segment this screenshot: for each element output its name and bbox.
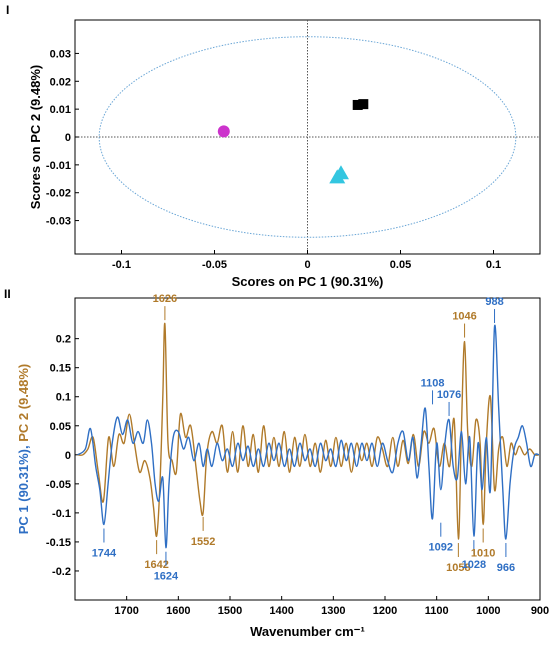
score-points [217, 99, 369, 184]
score-plot-reference-lines [75, 20, 540, 254]
y-axis-label-part: PC 2 (9.48%) [16, 364, 31, 442]
y-tick-label: 0.05 [50, 421, 71, 433]
peak-label: 1552 [191, 536, 215, 548]
y-tick-label: -0.02 [46, 188, 71, 200]
peak-label: 1744 [92, 548, 117, 560]
score-point-square [352, 99, 363, 110]
x-tick-label: 1600 [166, 605, 190, 617]
y-tick-label: 0.15 [50, 363, 71, 375]
x-tick-label: 0 [304, 259, 310, 271]
x-tick-label: 1300 [321, 605, 345, 617]
loadings-plot: 1700 1600 1500 1400 1300 1200 1100 1000 900 0.2 0.… [16, 293, 549, 639]
series-line-pc1 [77, 324, 540, 549]
score-plot-ticks: -0.1 -0.05 0 0.05 0.1 0.03 0.02 0.01 0 -0.01 -0.02… [46, 48, 501, 271]
peak-label: 1092 [429, 542, 453, 554]
panel-label-ii: II [4, 287, 11, 301]
x-tick-label: -0.05 [202, 259, 227, 271]
peak-label: 1624 [154, 571, 179, 583]
peak-label: 1046 [452, 311, 476, 323]
confidence-ellipse [98, 36, 517, 238]
score-point-triangle [329, 169, 346, 184]
y-tick-label: -0.1 [52, 508, 71, 520]
x-tick-label: 1200 [373, 605, 397, 617]
loadings-plot-frame [74, 297, 541, 601]
confidence-ellipse-outline [98, 36, 517, 238]
y-tick-label: 0 [65, 132, 71, 144]
y-tick-label: 0.2 [56, 334, 71, 346]
y-tick-label: -0.05 [46, 479, 71, 491]
x-tick-label: 1500 [218, 605, 242, 617]
x-tick-label: 1000 [476, 605, 500, 617]
peak-label: 1108 [421, 377, 445, 389]
peak-label: 1076 [437, 389, 461, 401]
y-tick-label: -0.2 [52, 566, 71, 578]
peak-label: 988 [485, 296, 503, 308]
score-plot-y-axis-label: Scores on PC 2 (9.48%) [28, 65, 43, 210]
x-tick-label: 1700 [114, 605, 138, 617]
peak-label: 966 [497, 562, 515, 574]
y-tick-label: 0.02 [50, 76, 71, 88]
y-tick-label: -0.15 [46, 537, 71, 549]
loadings-plot-y-axis-label: PC 1 (90.31%), PC 2 (9.48%) [16, 364, 31, 535]
panel-label-i: I [6, 3, 9, 17]
y-tick-label: 0 [65, 450, 71, 462]
score-point-circle [217, 125, 230, 138]
series-line-pc2 [77, 322, 540, 540]
score-plot-x-axis-label: Scores on PC 1 (90.31%) [232, 274, 384, 289]
y-tick-label: -0.03 [46, 216, 71, 228]
peak-label: 1058 [446, 562, 470, 574]
y-tick-label: -0.01 [46, 160, 71, 172]
score-point-square [358, 99, 369, 110]
x-tick-label: 0.05 [390, 259, 411, 271]
peak-label: 1642 [144, 559, 168, 571]
loadings-plot-ticks: 1700 1600 1500 1400 1300 1200 1100 1000 900 0.2 0.… [46, 334, 549, 617]
peak-label: 1010 [471, 548, 495, 560]
loadings-series [77, 322, 540, 549]
x-tick-label: 0.1 [486, 259, 501, 271]
x-tick-label: -0.1 [112, 259, 131, 271]
x-tick-label: 900 [531, 605, 549, 617]
x-tick-label: 1100 [425, 605, 449, 617]
y-tick-label: 0.1 [56, 392, 71, 404]
y-axis-label-part: PC 1 (90.31%) [16, 449, 31, 534]
loadings-plot-x-axis-label: Wavenumber cm⁻¹ [250, 624, 365, 639]
y-tick-label: 0.01 [50, 104, 71, 116]
score-plot: -0.1 -0.05 0 0.05 0.1 0.03 0.02 0.01 0 -0.01 -0.02… [28, 19, 541, 289]
x-tick-label: 1400 [269, 605, 293, 617]
peak-label: 1028 [462, 559, 486, 571]
peak-label: 1626 [153, 293, 177, 305]
y-axis-label-part: , [16, 442, 31, 449]
y-tick-label: 0.03 [50, 48, 71, 60]
